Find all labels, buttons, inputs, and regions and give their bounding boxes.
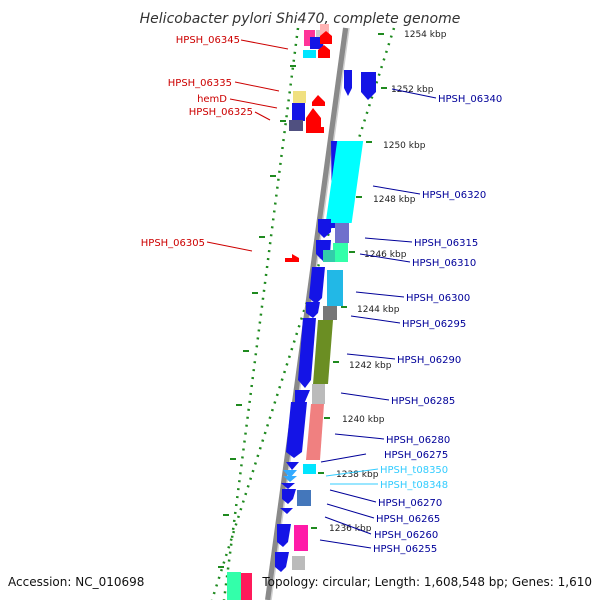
rna-gene-block[interactable] — [325, 141, 364, 223]
gene-block[interactable] — [304, 30, 315, 46]
trna-leaders — [325, 468, 379, 485]
gene-block[interactable] — [293, 91, 306, 103]
gene-block[interactable] — [312, 384, 325, 404]
forward-gene-arrow[interactable] — [275, 552, 289, 572]
forward-gene-arrow[interactable] — [280, 508, 293, 514]
kbp-marker: 1236 kbp — [329, 524, 372, 534]
gene-label-HPSH_06305[interactable]: HPSH_06305 — [141, 238, 205, 249]
reverse-gene-arrow[interactable] — [306, 127, 324, 133]
gene-block[interactable] — [313, 320, 333, 384]
gene-block[interactable] — [303, 50, 316, 58]
gene-block[interactable] — [292, 556, 305, 570]
forward-gene-arrow[interactable] — [286, 462, 299, 470]
gene-label-HPSH_06295[interactable]: HPSH_06295 — [402, 319, 466, 330]
kbp-marker: 1252 kbp — [391, 85, 434, 95]
rna-gene-block[interactable] — [303, 464, 316, 474]
reverse-gene-arrow[interactable] — [292, 254, 299, 262]
gene-block[interactable] — [294, 525, 308, 551]
left-leaders — [206, 39, 289, 252]
gene-block[interactable] — [306, 404, 324, 460]
kbp-marker: 1244 kbp — [357, 305, 400, 315]
kbp-marker: 1240 kbp — [342, 415, 385, 425]
gene-label-HPSH_06260[interactable]: HPSH_06260 — [374, 530, 438, 541]
ruler-ticks — [218, 33, 387, 568]
trna-arrow[interactable] — [283, 470, 297, 478]
gene-label-HPSH_06300[interactable]: HPSH_06300 — [406, 293, 470, 304]
gene-label-HPSH_06335[interactable]: HPSH_06335 — [168, 78, 232, 89]
reverse-gene-arrow[interactable] — [312, 95, 325, 106]
genome-summary-text: Topology: circular; Length: 1,608,548 bp… — [261, 575, 592, 589]
gene-label-HPSH_06345[interactable]: HPSH_06345 — [176, 35, 240, 46]
gene-label-HPSH_06290[interactable]: HPSH_06290 — [397, 355, 461, 366]
gene-block[interactable] — [292, 103, 305, 121]
gene-block[interactable] — [323, 250, 335, 262]
trna-arrow[interactable] — [283, 476, 297, 482]
gene-block[interactable] — [241, 573, 252, 600]
reverse-gene-arrow[interactable] — [318, 45, 330, 58]
kbp-marker: 1242 kbp — [349, 361, 392, 371]
forward-gene-arrow[interactable] — [344, 70, 352, 96]
forward-gene-arrow[interactable] — [318, 219, 331, 238]
outer-left-ruler — [222, 27, 300, 600]
gene-block[interactable] — [323, 306, 337, 320]
gene-block[interactable] — [320, 24, 329, 36]
gene-block[interactable] — [333, 243, 348, 262]
gene-block[interactable] — [289, 120, 303, 131]
gene-label-HPSH_t08348[interactable]: HPSH_t08348 — [380, 480, 448, 491]
gene-block[interactable] — [227, 572, 241, 600]
gene-label-HPSH_06255[interactable]: HPSH_06255 — [373, 544, 437, 555]
forward-gene-arrow[interactable] — [281, 483, 295, 489]
gene-block[interactable] — [310, 37, 323, 49]
gene-label-HPSH_t08350[interactable]: HPSH_t08350 — [380, 465, 448, 476]
accession-text: Accession: NC_010698 — [8, 575, 144, 589]
forward-gene-arrow[interactable] — [277, 524, 291, 547]
kbp-marker: 1250 kbp — [383, 141, 426, 151]
gene-block[interactable] — [297, 490, 311, 506]
forward-gene-arrow[interactable] — [286, 402, 307, 458]
genome-strip — [210, 24, 396, 600]
gene-label-HPSH_06325[interactable]: HPSH_06325 — [189, 107, 253, 118]
gene-label-HPSH_06320[interactable]: HPSH_06320 — [422, 190, 486, 201]
kbp-marker: 1238 kbp — [336, 470, 379, 480]
gene-label-HPSH_06340[interactable]: HPSH_06340 — [438, 94, 502, 105]
right-leaders — [319, 88, 437, 549]
map-title: Helicobacter pylori Shi470, complete gen… — [140, 11, 461, 27]
kbp-marker: 1254 kbp — [404, 30, 447, 40]
genome-backbone — [265, 27, 349, 600]
forward-gene-arrow[interactable] — [282, 489, 296, 504]
gene-label-HPSH_06280[interactable]: HPSH_06280 — [386, 435, 450, 446]
gene-label-HPSH_06275[interactable]: HPSH_06275 — [384, 450, 448, 461]
gene-label-hemD[interactable]: hemD — [197, 94, 227, 105]
forward-gene-arrow[interactable] — [309, 267, 325, 304]
reverse-gene-arrow[interactable] — [306, 108, 321, 127]
gene-block[interactable] — [327, 270, 343, 306]
gene-label-HPSH_06315[interactable]: HPSH_06315 — [414, 238, 478, 249]
gene-block[interactable] — [335, 223, 349, 243]
gene-label-HPSH_06310[interactable]: HPSH_06310 — [412, 258, 476, 269]
forward-gene-arrow[interactable] — [306, 302, 320, 318]
forward-gene-arrow[interactable] — [298, 318, 316, 388]
reverse-gene-arrow[interactable] — [320, 31, 332, 44]
kbp-marker: 1246 kbp — [364, 250, 407, 260]
forward-gene-arrow[interactable] — [295, 390, 310, 404]
gene-label-HPSH_06270[interactable]: HPSH_06270 — [378, 498, 442, 509]
gene-label-HPSH_06265[interactable]: HPSH_06265 — [376, 514, 440, 525]
gene-label-HPSH_06285[interactable]: HPSH_06285 — [391, 396, 455, 407]
forward-gene-arrow[interactable] — [361, 72, 376, 100]
kbp-marker: 1248 kbp — [373, 195, 416, 205]
